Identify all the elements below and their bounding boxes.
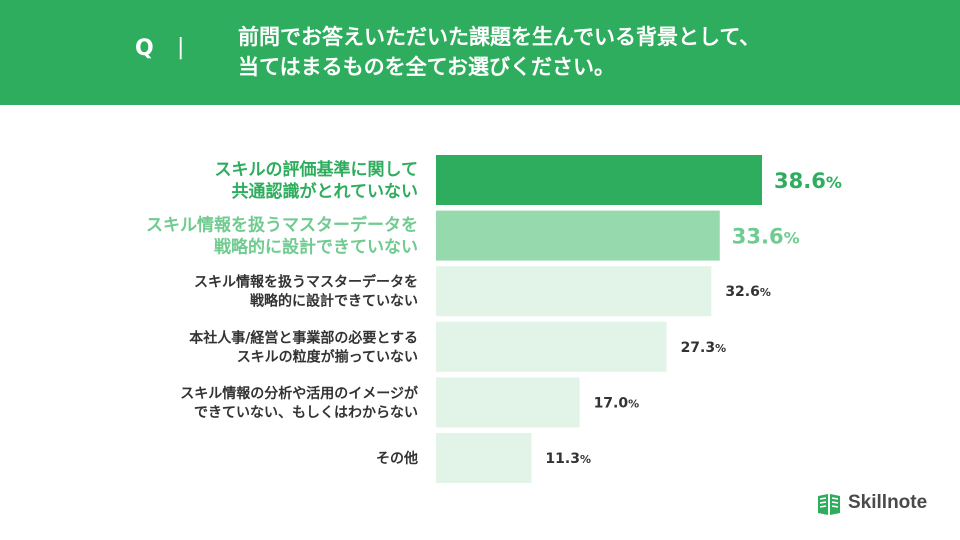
bar-3 (436, 266, 712, 317)
category-label-2-line-2: 戦略的に設計できていない (214, 237, 418, 258)
value-label-1: 38.6% (774, 169, 842, 193)
question-line-2: 当てはまるものを全てお選びください。 (238, 55, 615, 79)
question-header: Q | 前問でお答えいただいた課題を生んでいる背景として、 当てはまるものを全て… (0, 0, 960, 105)
category-label-4-line-1: 本社人事/経営と事業部の必要とする (189, 329, 418, 346)
bar-4 (436, 321, 667, 372)
value-label-2: 33.6% (732, 225, 800, 249)
bar-2 (436, 210, 720, 261)
category-label-3-line-2: 戦略的に設計できていない (250, 293, 418, 310)
category-label-6-line-1: その他 (376, 450, 418, 467)
brand-name: Skillnote (848, 492, 928, 513)
question-label: Q (135, 36, 154, 61)
value-label-3: 32.6% (725, 284, 771, 300)
value-label-5: 17.0% (594, 395, 640, 411)
category-label-5-line-2: できていない、もしくはわからない (194, 405, 418, 421)
skillnote-logo-icon (818, 494, 840, 515)
bar-1 (436, 155, 762, 205)
question-separator: | (177, 35, 185, 60)
category-label-5-line-1: スキル情報の分析や活用のイメージが (180, 385, 419, 402)
category-label-1-line-1: スキルの評価基準に関して (215, 159, 419, 180)
category-label-4-line-2: スキルの粒度が揃っていない (237, 348, 418, 365)
category-label-2-line-1: スキル情報を扱うマスターデータを (146, 215, 418, 236)
category-label-3-line-1: スキル情報を扱うマスターデータを (194, 274, 418, 291)
question-line-1: 前問でお答えいただいた課題を生んでいる背景として、 (238, 25, 761, 49)
bar-5 (436, 377, 580, 428)
question-text: 前問でお答えいただいた課題を生んでいる背景として、 当てはまるものを全てお選びく… (238, 22, 918, 82)
category-label-1-line-2: 共通認識がとれていない (232, 181, 419, 202)
value-label-6: 11.3% (545, 451, 591, 467)
bar-6 (436, 433, 532, 483)
value-label-4: 27.3% (681, 340, 727, 356)
brand-logo: Skillnote (815, 490, 935, 518)
